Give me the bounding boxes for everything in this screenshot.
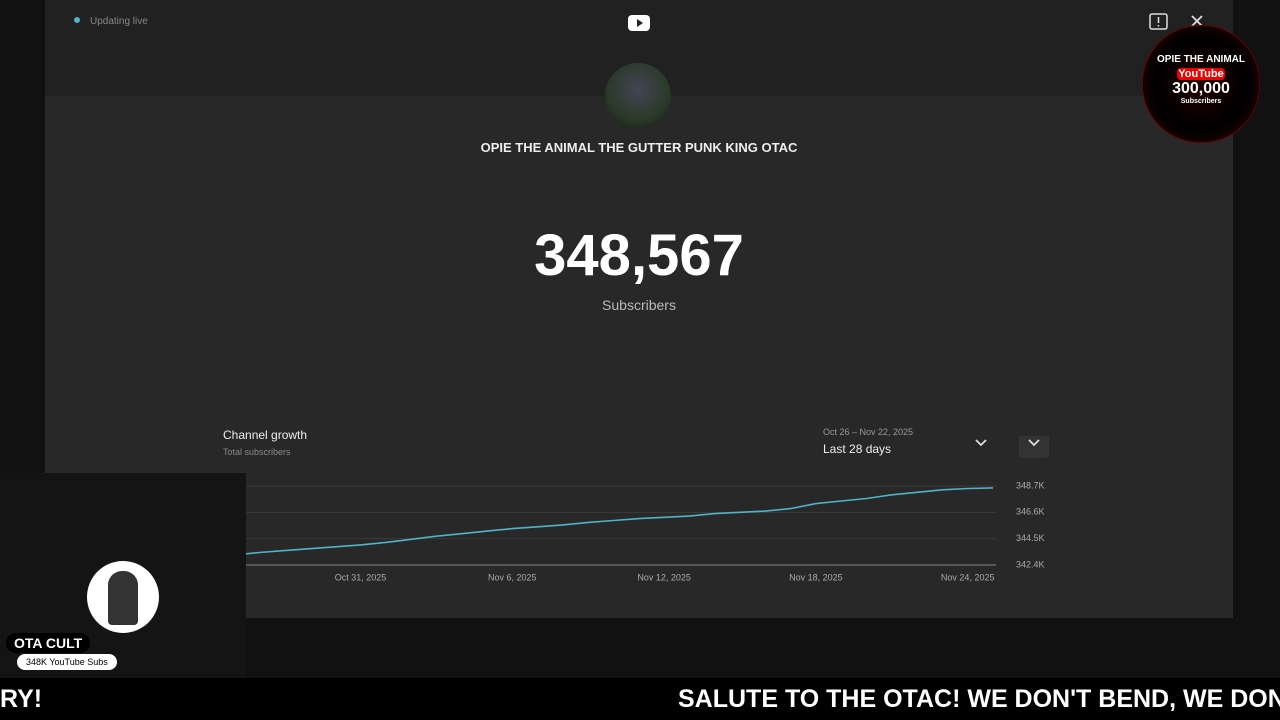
badge-unit: Subscribers <box>1180 98 1222 105</box>
x-tick-label: Oct 31, 2025 <box>335 572 387 582</box>
growth-title: Channel growth <box>223 428 308 442</box>
channel-name: OPIE THE ANIMAL THE GUTTER PUNK KING OTA… <box>480 140 798 155</box>
range-name[interactable]: Last 28 days <box>823 442 892 456</box>
overlay-name: OTA CULT <box>6 633 91 653</box>
badge-name: OPIE THE ANIMAL <box>1157 54 1245 65</box>
y-tick-label: 342.4K <box>1016 559 1045 569</box>
x-tick-label: Nov 18, 2025 <box>789 572 843 582</box>
ticker: RY! SALUTE TO THE OTAC! WE DON'T BEND, W… <box>0 678 1280 720</box>
ticker-left: RY! <box>0 685 43 713</box>
youtube-icon <box>628 15 650 31</box>
milestone-badge: OPIE THE ANIMAL YouTube 300,000 Subscrib… <box>1142 25 1260 143</box>
live-dot <box>74 17 80 23</box>
overlay-avatar <box>87 561 159 633</box>
subscriber-count: 348,567 <box>534 223 744 288</box>
header-icons[interactable] <box>1149 13 1209 33</box>
x-tick-label: Nov 6, 2025 <box>488 572 537 582</box>
x-tick-label: Nov 24, 2025 <box>941 572 995 582</box>
growth-subtitle: Total subscribers <box>223 447 291 457</box>
y-tick-label: 348.7K <box>1016 480 1045 490</box>
status: Updating live <box>90 16 148 27</box>
badge-brand: YouTube <box>1177 68 1225 80</box>
avatar <box>605 63 671 129</box>
dropdowns[interactable] <box>972 436 1052 458</box>
badge-milestone: 300,000 <box>1172 80 1230 97</box>
growth-line <box>233 487 994 556</box>
count-label: Subscribers <box>602 297 676 313</box>
y-tick-label: 344.5K <box>1016 533 1045 543</box>
x-tick-label: Nov 12, 2025 <box>637 572 691 582</box>
y-tick-label: 346.6K <box>1016 507 1045 517</box>
range-dates[interactable]: Oct 26 – Nov 22, 2025 <box>823 427 914 437</box>
ticker-right: SALUTE TO THE OTAC! WE DON'T BEND, WE DO… <box>678 685 1280 713</box>
overlay-subs: 348K YouTube Subs <box>17 654 117 670</box>
